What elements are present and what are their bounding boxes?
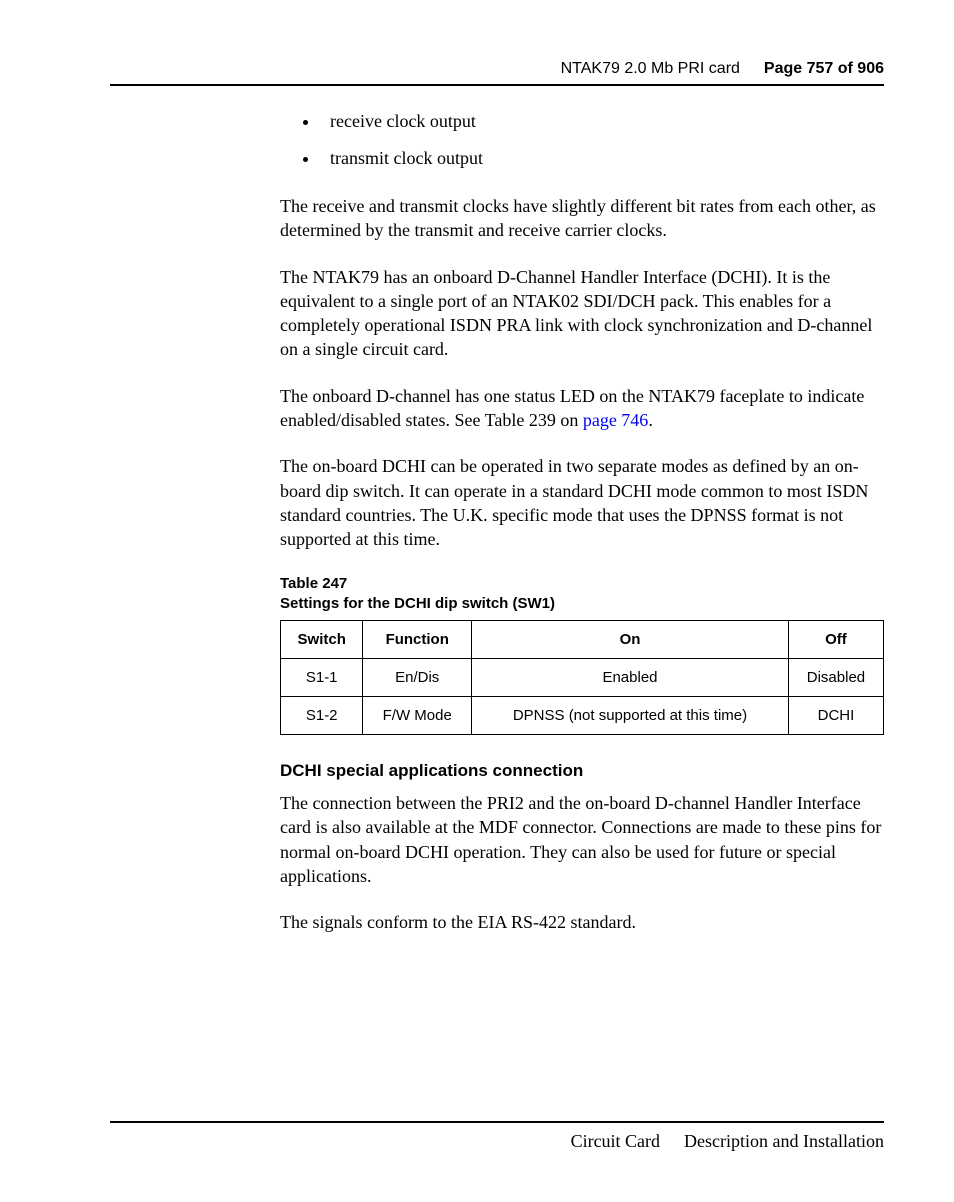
table-cell: DPNSS (not supported at this time) (472, 697, 789, 735)
footer-doc-title: Description and Installation (684, 1131, 884, 1152)
paragraph: The receive and transmit clocks have sli… (280, 194, 884, 243)
header-page-number: Page 757 of 906 (764, 60, 884, 78)
document-page: NTAK79 2.0 Mb PRI card Page 757 of 906 r… (0, 0, 954, 1202)
table-number: Table 247 (280, 574, 884, 594)
table-cell: DCHI (788, 697, 883, 735)
paragraph: The on-board DCHI can be operated in two… (280, 454, 884, 551)
table-row: S1-1 En/Dis Enabled Disabled (281, 659, 884, 697)
paragraph: The onboard D-channel has one status LED… (280, 384, 884, 433)
column-header: On (472, 621, 789, 659)
table-row: S1-2 F/W Mode DPNSS (not supported at th… (281, 697, 884, 735)
paragraph-text: . (648, 410, 653, 430)
page-header: NTAK79 2.0 Mb PRI card Page 757 of 906 (110, 60, 884, 84)
table-cell: S1-2 (281, 697, 363, 735)
table-title: Settings for the DCHI dip switch (SW1) (280, 594, 884, 614)
dip-switch-table: Switch Function On Off S1-1 En/Dis Enabl… (280, 620, 884, 735)
body-content: receive clock output transmit clock outp… (110, 86, 884, 1121)
page-reference-link[interactable]: page 746 (583, 410, 648, 430)
table-cell: Enabled (472, 659, 789, 697)
paragraph: The signals conform to the EIA RS-422 st… (280, 910, 884, 934)
list-item: receive clock output (320, 108, 884, 135)
column-header: Off (788, 621, 883, 659)
paragraph-text: The onboard D-channel has one status LED… (280, 386, 864, 430)
table-cell: S1-1 (281, 659, 363, 697)
bullet-list: receive clock output transmit clock outp… (280, 108, 884, 172)
header-card-name: NTAK79 2.0 Mb PRI card (561, 60, 740, 78)
column-header: Function (363, 621, 472, 659)
list-item: transmit clock output (320, 145, 884, 172)
table-cell: En/Dis (363, 659, 472, 697)
paragraph: The connection between the PRI2 and the … (280, 791, 884, 888)
column-header: Switch (281, 621, 363, 659)
section-subheading: DCHI special applications connection (280, 761, 884, 781)
footer-section: Circuit Card (571, 1131, 660, 1152)
table-header-row: Switch Function On Off (281, 621, 884, 659)
table-cell: Disabled (788, 659, 883, 697)
table-cell: F/W Mode (363, 697, 472, 735)
page-footer: Circuit Card Description and Installatio… (110, 1123, 884, 1152)
table-caption: Table 247 Settings for the DCHI dip swit… (280, 574, 884, 615)
paragraph: The NTAK79 has an onboard D-Channel Hand… (280, 265, 884, 362)
